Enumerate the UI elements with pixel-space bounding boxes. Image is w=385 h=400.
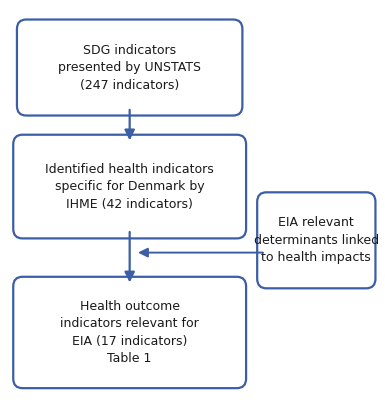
FancyBboxPatch shape bbox=[257, 192, 375, 288]
Text: EIA relevant
determinants linked
to health impacts: EIA relevant determinants linked to heal… bbox=[254, 216, 379, 264]
FancyBboxPatch shape bbox=[13, 277, 246, 388]
Text: SDG indicators
presented by UNSTATS
(247 indicators): SDG indicators presented by UNSTATS (247… bbox=[58, 44, 201, 92]
FancyBboxPatch shape bbox=[17, 20, 243, 116]
FancyBboxPatch shape bbox=[13, 135, 246, 238]
Text: Identified health indicators
specific for Denmark by
IHME (42 indicators): Identified health indicators specific fo… bbox=[45, 162, 214, 210]
Text: Health outcome
indicators relevant for
EIA (17 indicators)
Table 1: Health outcome indicators relevant for E… bbox=[60, 300, 199, 365]
